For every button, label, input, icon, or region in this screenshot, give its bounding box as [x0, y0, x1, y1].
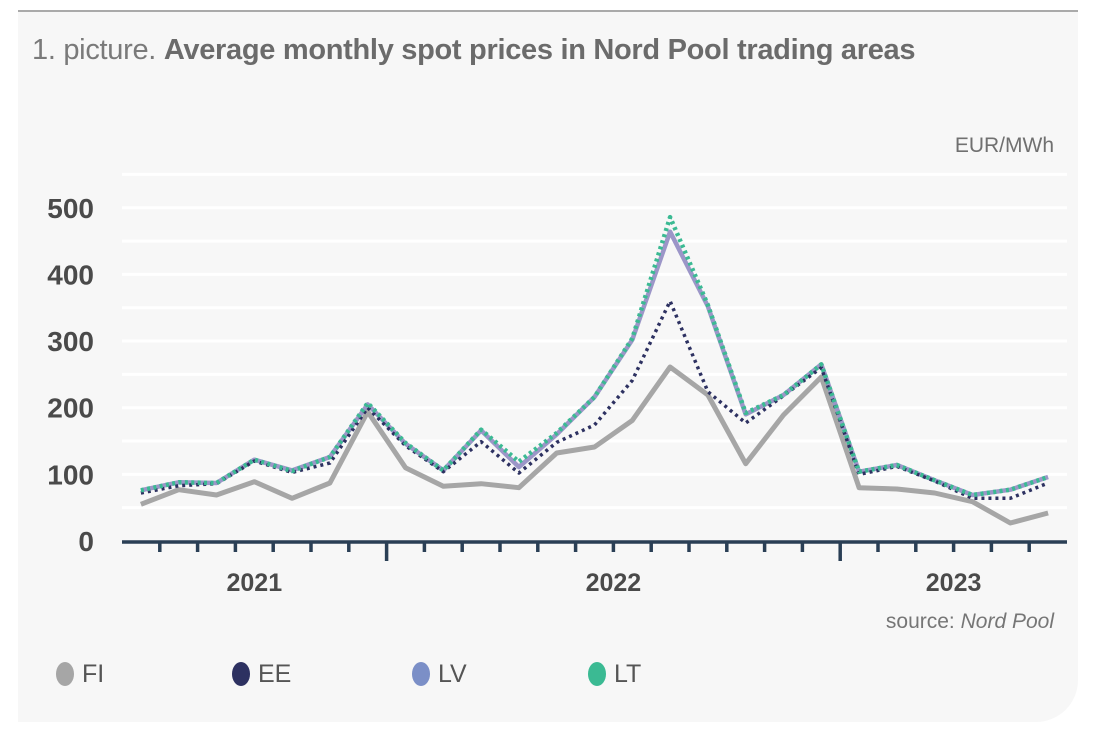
legend-item-lt: LT — [588, 657, 641, 691]
legend-item-ee: EE — [232, 657, 291, 691]
chart-panel: 1. picture. Average monthly spot prices … — [18, 10, 1078, 722]
x-tick-label: 2023 — [926, 569, 982, 597]
title-main: Average monthly spot prices in Nord Pool… — [163, 34, 916, 66]
title-prefix: 1. picture. — [32, 34, 164, 66]
legend-dot-fi-icon — [56, 662, 74, 686]
legend: FI EE LV LT — [56, 657, 756, 697]
legend-item-fi: FI — [56, 657, 104, 691]
y-tick-label: 100 — [47, 459, 94, 490]
series-line-lt — [140, 214, 1049, 498]
legend-label-fi: FI — [82, 659, 105, 688]
y-tick-label: 300 — [47, 326, 94, 357]
x-axis: 2021 2022 2023 — [122, 540, 1067, 597]
series-lines — [139, 214, 1049, 526]
x-tick-label: 2022 — [586, 569, 642, 597]
series-line-fi — [139, 364, 1049, 526]
unit-label: EUR/MWh — [954, 134, 1054, 157]
source-label: source: Nord Pool — [886, 610, 1054, 634]
y-tick-label: 0 — [78, 526, 94, 557]
legend-label-lt: LT — [614, 659, 642, 688]
source-name: Nord Pool — [960, 610, 1054, 633]
y-axis-ticks: 0 100 200 300 400 500 — [47, 193, 94, 557]
x-tick-label: 2021 — [226, 569, 282, 597]
y-tick-label: 200 — [47, 393, 94, 424]
series-line-lv — [140, 229, 1049, 498]
legend-dot-ee-icon — [232, 662, 250, 686]
source-prefix: source: — [885, 610, 961, 633]
legend-label-ee: EE — [258, 659, 292, 688]
y-tick-label: 500 — [47, 193, 94, 224]
legend-dot-lt-icon — [588, 662, 606, 686]
legend-dot-lv-icon — [412, 662, 430, 686]
chart-title: 1. picture. Average monthly spot prices … — [32, 34, 916, 67]
legend-item-lv: LV — [412, 657, 467, 691]
legend-label-lv: LV — [438, 659, 467, 688]
gridlines — [122, 172, 1067, 510]
y-tick-label: 400 — [47, 259, 94, 290]
